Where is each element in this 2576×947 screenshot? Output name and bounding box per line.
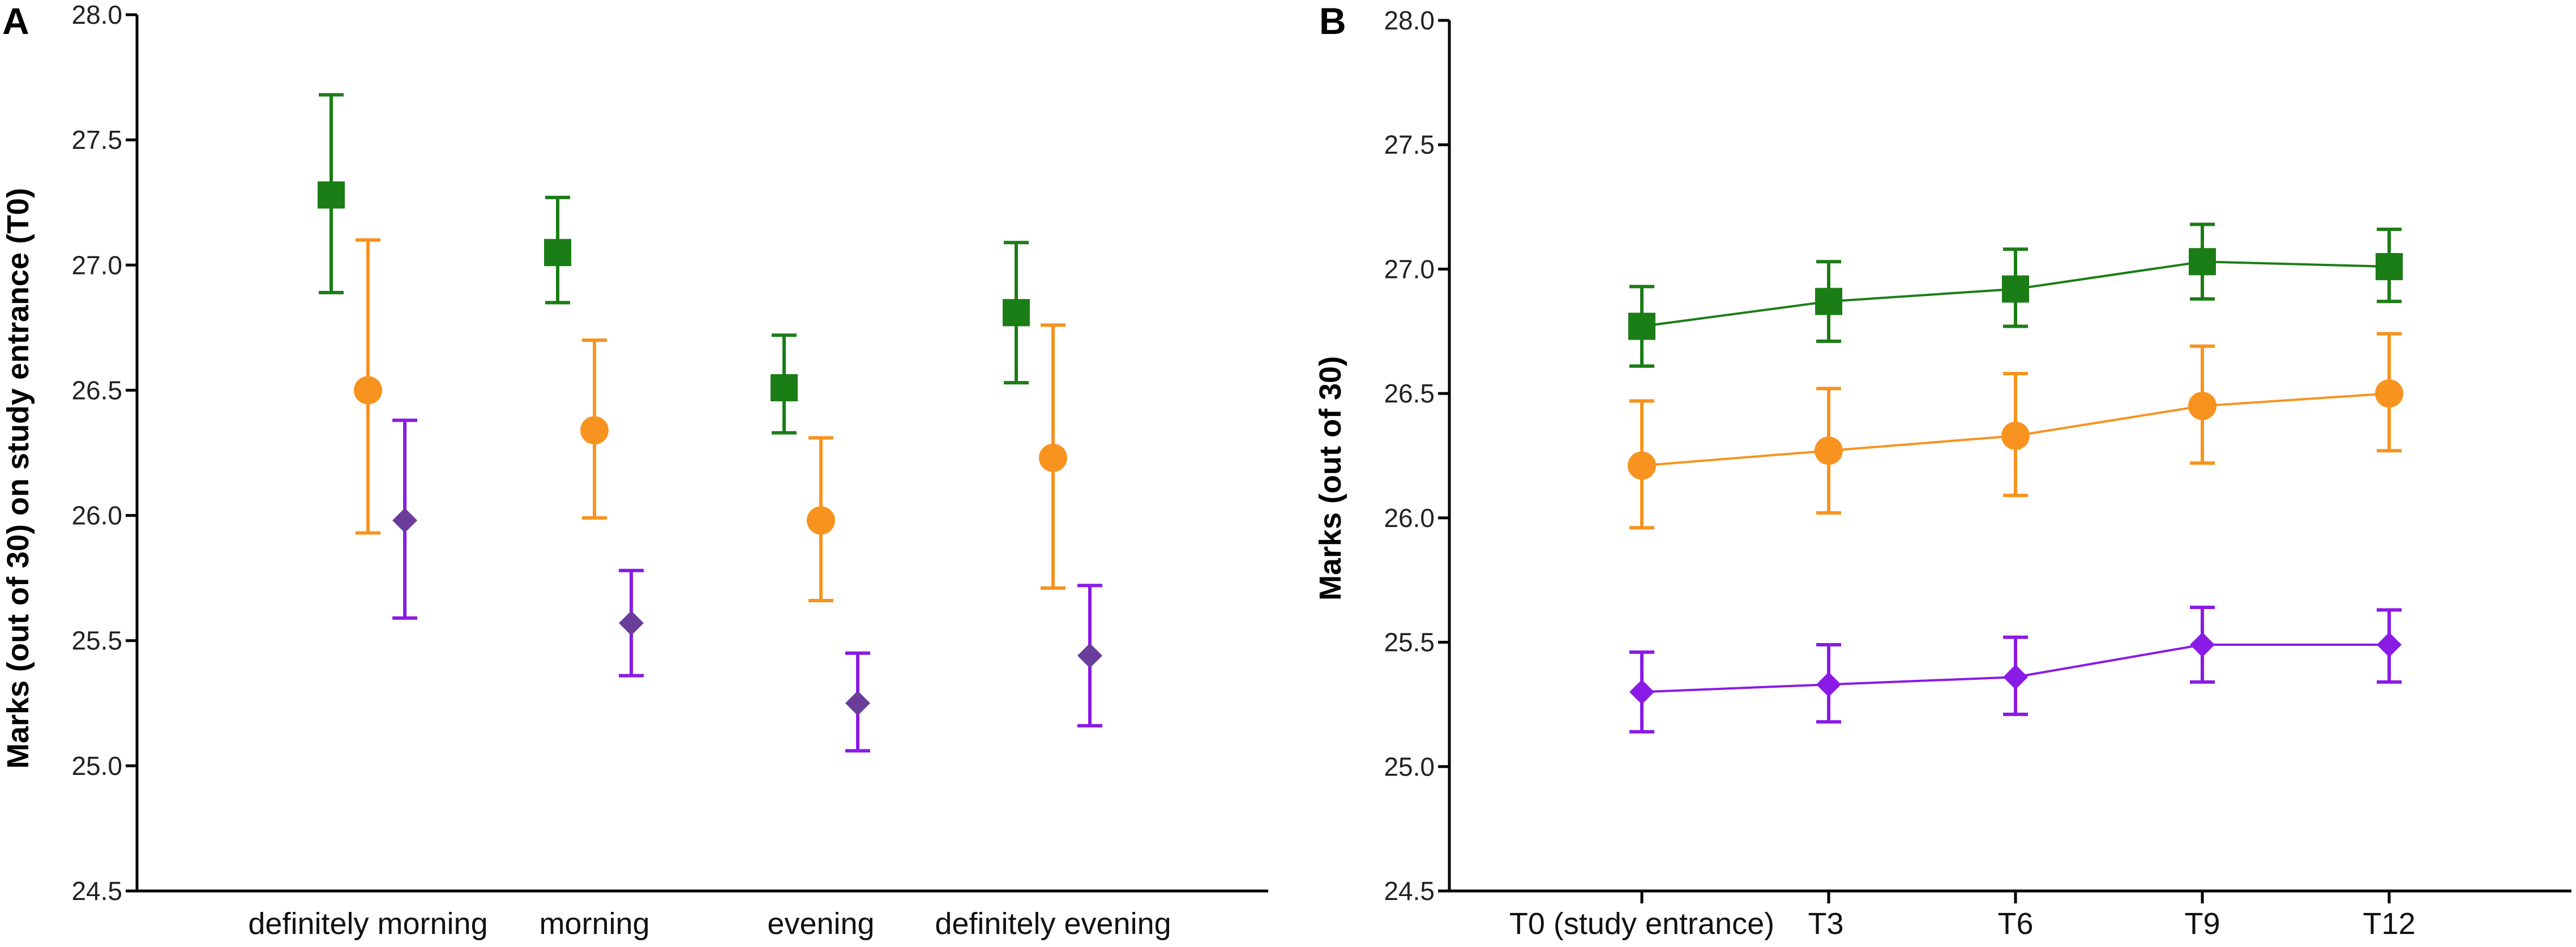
- panel-b-x-tick-label: T9: [2184, 907, 2220, 941]
- panel-a-y-tick-label: 28.0: [71, 0, 122, 29]
- panel-b-y-axis-title: Marks (out of 30): [1313, 356, 1347, 601]
- series-purple: [1629, 606, 2402, 734]
- panel-b-y-tick-label: 24.5: [1384, 876, 1435, 906]
- data-point-diamond: [392, 508, 417, 533]
- data-point-diamond: [845, 691, 870, 716]
- data-point-diamond: [2003, 665, 2028, 690]
- panel-a-series: [318, 93, 1102, 753]
- series-orange: [1628, 332, 2403, 530]
- panel-b-x-tick-label: T12: [2363, 907, 2415, 941]
- data-point-circle: [354, 376, 382, 405]
- panel-a-x-tick-label: morning: [539, 907, 649, 941]
- data-point-circle: [807, 506, 835, 535]
- panel-b-x-tick-label: T6: [1997, 907, 2033, 941]
- data-point-square: [771, 374, 798, 402]
- panel-a-y-tick-label: 27.5: [71, 125, 122, 155]
- panel-b: B Marks (out of 30) 24.5 25.0 25.5 26.0 26.5…: [1313, 0, 2571, 941]
- panel-b-x-ticks: T0 (study entrance) T3 T6 T9 T12: [1509, 891, 2416, 941]
- series-orange: [354, 238, 1067, 602]
- data-point-square: [2189, 248, 2216, 276]
- series-green: [1628, 222, 2403, 368]
- data-point-square: [2002, 275, 2029, 303]
- series-purple: [392, 418, 1102, 753]
- panel-b-x-tick-label: T3: [1808, 907, 1843, 941]
- panel-b-y-tick-label: 26.0: [1384, 503, 1435, 533]
- panel-a-y-tick-label: 26.0: [71, 501, 122, 530]
- panel-a: A Marks (out of 30) on study entrance (T…: [1, 0, 1268, 941]
- data-point-square: [318, 181, 345, 209]
- panel-a-y-tick-label: 25.5: [71, 626, 122, 655]
- panel-a-y-tick-label: 24.5: [71, 876, 122, 906]
- panel-a-x-tick-label: definitely morning: [248, 907, 487, 941]
- panel-a-y-ticks: 24.5 25.0 25.5 26.0 26.5 27.0 27.5 28.0: [71, 0, 137, 906]
- panel-a-x-tick-label: definitely evening: [935, 907, 1171, 941]
- data-point-square: [1815, 288, 1842, 315]
- panel-b-y-tick-label: 25.0: [1384, 752, 1435, 781]
- data-point-circle: [1628, 451, 1656, 480]
- panel-a-y-tick-label: 27.0: [71, 250, 122, 280]
- data-point-circle: [1815, 436, 1843, 465]
- data-point-square: [544, 239, 571, 267]
- data-point-diamond: [619, 610, 644, 636]
- data-point-diamond: [2190, 632, 2215, 657]
- panel-a-y-tick-label: 26.5: [71, 375, 122, 405]
- panel-a-y-tick-label: 25.0: [71, 751, 122, 781]
- data-point-square: [2376, 253, 2403, 281]
- panel-b-y-tick-label: 28.0: [1384, 6, 1435, 35]
- data-point-circle: [1039, 443, 1067, 472]
- panel-b-y-tick-label: 27.0: [1384, 254, 1435, 284]
- data-point-circle: [2188, 392, 2216, 421]
- data-point-diamond: [1629, 679, 1654, 705]
- data-point-circle: [2001, 421, 2030, 450]
- data-point-diamond: [1077, 643, 1102, 669]
- data-point-diamond: [1816, 672, 1841, 697]
- data-point-square: [1003, 299, 1030, 327]
- data-point-diamond: [2377, 632, 2402, 657]
- panel-b-y-tick-label: 25.5: [1384, 628, 1435, 657]
- data-point-square: [1628, 312, 1655, 340]
- data-point-circle: [580, 416, 609, 445]
- panel-a-y-axis-title: Marks (out of 30) on study entrance (T0): [1, 188, 35, 769]
- panel-b-series: [1628, 222, 2403, 734]
- panel-a-x-ticks: definitely morning morning evening definite…: [248, 907, 1171, 941]
- panel-b-y-tick-label: 26.5: [1384, 379, 1435, 408]
- panel-b-letter: B: [1319, 0, 1346, 42]
- panel-a-letter: A: [2, 0, 29, 42]
- series-green: [318, 93, 1030, 435]
- data-point-circle: [2375, 379, 2403, 408]
- panel-b-y-tick-label: 27.5: [1384, 130, 1435, 160]
- panel-b-x-tick-label: T0 (study entrance): [1509, 907, 1774, 941]
- panel-a-x-tick-label: evening: [767, 907, 874, 941]
- panel-b-y-ticks: 24.5 25.0 25.5 26.0 26.5 27.0 27.5 28.0: [1384, 6, 1449, 906]
